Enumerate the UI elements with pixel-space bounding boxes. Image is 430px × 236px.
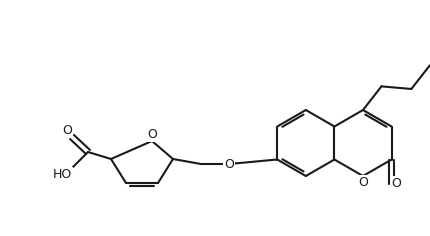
- Text: O: O: [392, 177, 402, 190]
- Text: O: O: [224, 157, 234, 170]
- Text: O: O: [62, 124, 72, 137]
- Text: O: O: [358, 176, 368, 189]
- Text: HO: HO: [53, 168, 72, 181]
- Text: O: O: [147, 128, 157, 141]
